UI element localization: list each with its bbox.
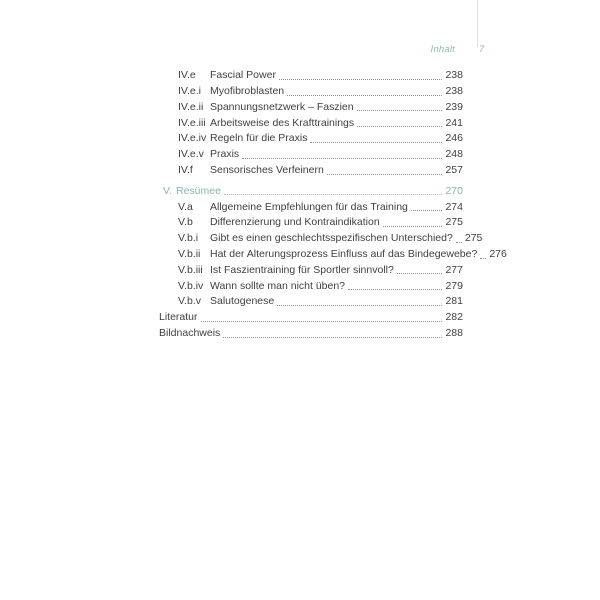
toc-entry-page: 270: [445, 184, 463, 197]
toc-entry-page: 279: [445, 279, 463, 292]
toc-entry-title: Bildnachweis: [159, 327, 221, 340]
toc-entry: V.a Allgemeine Empfehlungen für das Train…: [159, 197, 463, 213]
toc-entry-label: V.: [163, 184, 172, 197]
dot-leader: [326, 173, 443, 175]
toc-entry-label: V.b.v: [178, 295, 201, 308]
toc-entry-page: 277: [445, 263, 463, 276]
toc-entry-page: 246: [445, 132, 463, 145]
dot-leader: [242, 157, 443, 159]
toc-entry-title: Fascial Power: [210, 69, 276, 82]
toc-entry-title: Gibt es einen geschlechtsspezifischen Un…: [210, 232, 453, 245]
page-number: 7: [479, 44, 485, 55]
toc-entry-page: 275: [464, 232, 483, 245]
dot-leader: [455, 241, 462, 243]
toc-entry-label: V.b.iii: [178, 263, 203, 276]
dot-leader: [278, 78, 443, 80]
toc-entry: Literatur 282: [159, 308, 463, 324]
toc-entry-page: 276: [489, 248, 507, 261]
toc-entry-label: IV.e.v: [178, 148, 204, 161]
toc-entry: V.b.iii Ist Faszientraining für Sportler …: [159, 261, 463, 277]
toc-entry-page: 274: [445, 200, 463, 213]
toc-entry-title: Salutogenese: [210, 295, 275, 308]
toc-entry-label: IV.f: [178, 164, 193, 177]
toc-entry-page: 288: [445, 327, 463, 340]
dot-leader: [348, 289, 443, 291]
toc-entry-title: Wann sollte man nicht üben?: [210, 279, 346, 292]
toc-entry-page: 275: [445, 216, 463, 229]
toc-entry-label: V.b.i: [178, 232, 199, 245]
toc-entry-label: V.b.iv: [178, 279, 204, 292]
toc-entry-title: Sensorisches Verfeinern: [210, 164, 324, 177]
toc-entry-title: Regeln für die Praxis: [210, 132, 308, 145]
toc-entry-title: Ist Faszientraining für Sportler sinnvol…: [210, 263, 394, 276]
toc-entry-title: Differenzierung und Kontraindikation: [210, 216, 380, 229]
dot-leader: [310, 141, 443, 143]
toc-entry-title: Praxis: [210, 148, 240, 161]
toc-entry-label: IV.e: [178, 69, 196, 82]
toc-entry-label: V.b.ii: [178, 248, 201, 261]
toc-entry-page: 257: [445, 164, 463, 177]
toc-entry-label: IV.e.iv: [178, 132, 207, 145]
toc-entry-page: 238: [445, 85, 463, 98]
dot-leader: [223, 194, 443, 196]
dot-leader: [396, 273, 443, 275]
toc-entry: V.b Differenzierung und Kontraindikation 2…: [159, 213, 463, 229]
toc-entry-title: Arbeitsweise des Krafttrainings: [210, 116, 355, 129]
toc-entry-page: 282: [445, 311, 463, 324]
dot-leader: [277, 304, 443, 306]
header-divider-line: [477, 0, 478, 47]
toc-entry-page: 241: [445, 116, 463, 129]
toc-entry-page: 239: [445, 100, 463, 113]
dot-leader: [223, 336, 443, 338]
toc-entry-label: IV.e.ii: [178, 100, 204, 113]
toc-entry: V.b.v Salutogenese 281: [159, 292, 463, 308]
toc-entry-page: 238: [445, 69, 463, 82]
toc-entry: V.b.ii Hat der Alterungsprozess Einfluss …: [159, 245, 507, 261]
dot-leader: [357, 126, 443, 128]
toc-entry: Bildnachweis 288: [159, 324, 463, 340]
toc-entry-label: IV.e.i: [178, 85, 201, 98]
toc-entry: V. Resümee 270: [159, 182, 463, 198]
toc-entry-label: V.a: [178, 200, 193, 213]
toc-entry-title: Allgemeine Empfehlungen für das Training: [210, 200, 408, 213]
toc-entry: IV.e.v Praxis 248: [159, 145, 463, 161]
dot-leader: [287, 94, 443, 96]
toc-entry-title: Spannungsnetzwerk – Faszien: [210, 100, 354, 113]
dot-leader: [480, 257, 487, 259]
toc-entry-label: V.b: [178, 216, 193, 229]
toc-entry-title: Myofibroblasten: [210, 85, 285, 98]
toc-entry: IV.f Sensorisches Verfeinern 257: [159, 161, 463, 177]
toc-entry: IV.e Fascial Power 238: [159, 66, 463, 82]
toc-entry: IV.e.iv Regeln für die Praxis 246: [159, 129, 463, 145]
toc-entry-page: 281: [445, 295, 463, 308]
toc-entry: IV.e.ii Spannungsnetzwerk – Faszien 239: [159, 98, 463, 114]
running-header-title: Inhalt: [430, 44, 455, 55]
dot-leader: [356, 110, 443, 112]
dot-leader: [200, 320, 443, 322]
table-of-contents: IV.e Fascial Power 238 IV.e.i Myofibroblaste…: [159, 66, 507, 340]
toc-entry-title: Resümee: [176, 184, 221, 197]
toc-entry: V.b.i Gibt es einen geschlechtsspezifisch…: [159, 229, 482, 245]
toc-entry: IV.e.i Myofibroblasten 238: [159, 82, 463, 98]
dot-leader: [382, 225, 443, 227]
toc-entry: IV.e.iii Arbeitsweise des Krafttrainings 2…: [159, 113, 463, 129]
toc-entry-page: 248: [445, 148, 463, 161]
dot-leader: [410, 210, 443, 212]
toc-entry: V.b.iv Wann sollte man nicht üben? 279: [159, 276, 463, 292]
toc-entry-title: Hat der Alterungsprozess Einfluss auf da…: [210, 248, 478, 261]
toc-entry-label: IV.e.iii: [178, 116, 206, 129]
toc-entry-title: Literatur: [159, 311, 198, 324]
